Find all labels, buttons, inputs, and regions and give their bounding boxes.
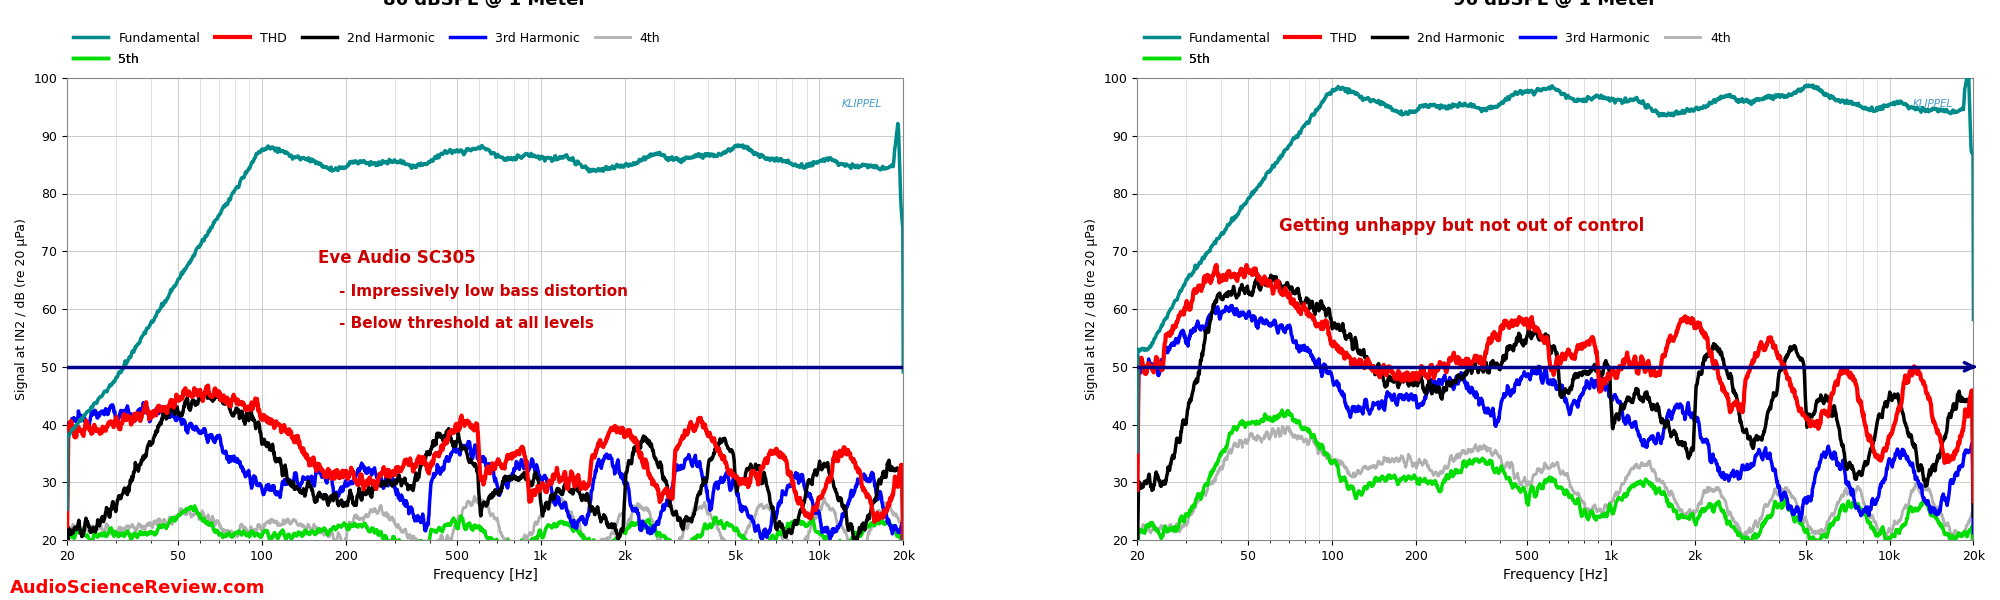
Text: Getting unhappy but not out of control: Getting unhappy but not out of control	[1280, 217, 1644, 235]
Text: KLIPPEL: KLIPPEL	[1912, 99, 1952, 109]
Text: 86 dBSPL @ 1 Meter: 86 dBSPL @ 1 Meter	[384, 0, 588, 9]
Legend: 5th: 5th	[74, 53, 140, 66]
Text: KLIPPEL: KLIPPEL	[842, 99, 882, 109]
Text: - Impressively low bass distortion: - Impressively low bass distortion	[318, 284, 628, 299]
Text: - Below threshold at all levels: - Below threshold at all levels	[318, 316, 594, 331]
Y-axis label: Signal at IN2 / dB (re 20 μPa): Signal at IN2 / dB (re 20 μPa)	[14, 218, 28, 400]
Text: 96 dBSPL @ 1 Meter: 96 dBSPL @ 1 Meter	[1454, 0, 1658, 9]
Legend: 5th: 5th	[1144, 53, 1210, 66]
Text: AudioScienceReview.com: AudioScienceReview.com	[10, 579, 266, 597]
Text: Eve Audio SC305: Eve Audio SC305	[318, 249, 476, 267]
X-axis label: Frequency [Hz]: Frequency [Hz]	[1502, 568, 1608, 582]
X-axis label: Frequency [Hz]: Frequency [Hz]	[432, 568, 538, 582]
Y-axis label: Signal at IN2 / dB (re 20 μPa): Signal at IN2 / dB (re 20 μPa)	[1086, 218, 1098, 400]
